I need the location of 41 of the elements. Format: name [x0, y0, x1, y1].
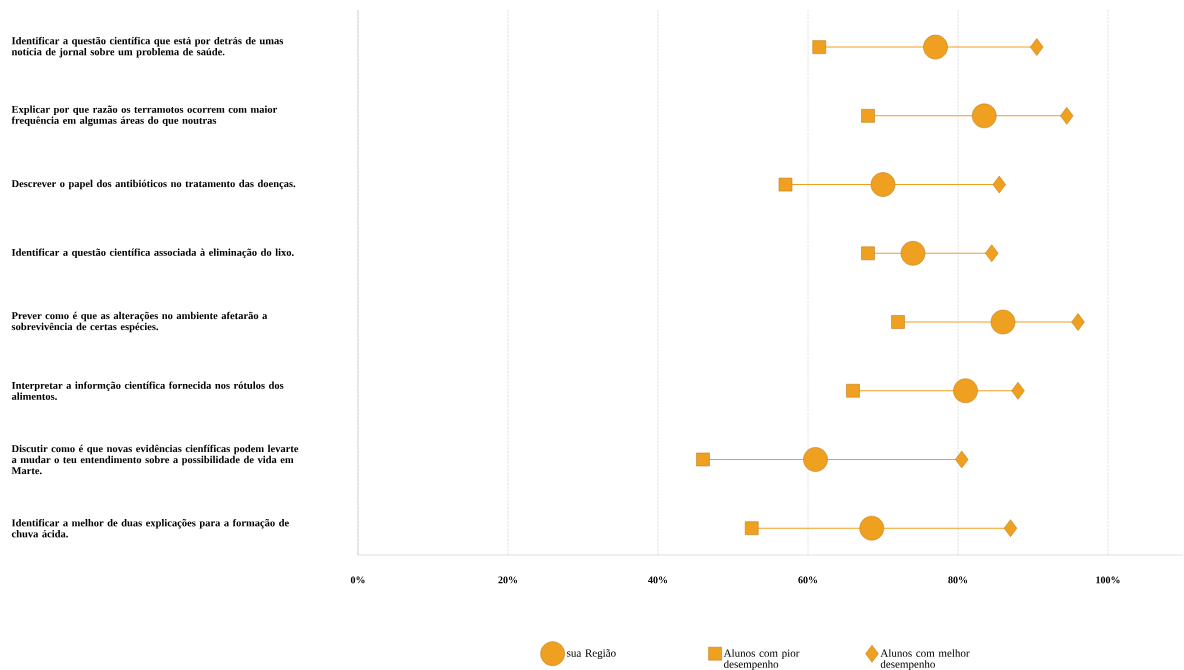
point	[859, 515, 885, 541]
point	[900, 240, 926, 266]
x-tick-label: 40%	[648, 576, 668, 584]
point	[990, 309, 1016, 335]
legend-label: sua Região	[567, 649, 616, 660]
point	[985, 244, 999, 263]
point	[923, 34, 948, 60]
y-tick-label: Descrever o papel dos antibióticos no tratamento das doenças.	[11, 179, 296, 190]
point	[1003, 519, 1018, 538]
point	[955, 450, 969, 469]
y-tick-label: Identificar a melhor de duas explicações para a formação de chuva ácida.	[11, 518, 289, 538]
point	[971, 103, 997, 129]
y-tick-label: Identificar a questão científica que está por detrás de umas notícia de jornal sobre um problema de saúde.	[11, 36, 284, 58]
point	[1030, 38, 1044, 56]
x-tick-label: 80%	[948, 576, 968, 584]
point	[1011, 381, 1025, 400]
point	[696, 452, 710, 467]
y-tick-label: Identificar a questão científica associada à eliminação do lixo.	[11, 248, 294, 259]
x-tick-label: 20%	[498, 576, 518, 584]
x-tick-label: 100%	[1096, 576, 1120, 584]
y-tick-label: Prever como é que as alterações no ambiente afetarão a sobrevivência de certas espécies.	[11, 311, 268, 333]
point	[803, 447, 828, 472]
legend-label: Alunos com pior desempenho	[723, 649, 800, 670]
point	[891, 315, 905, 329]
point	[861, 246, 875, 261]
point	[861, 109, 875, 123]
y-tick-label: Interpretar a informção científica fornecida nos rótulos dos alimentos.	[11, 381, 284, 401]
legend-label: Alunos com melhor desempenho	[880, 649, 970, 670]
point	[1071, 313, 1085, 331]
point	[992, 175, 1006, 194]
x-tick-label: 60%	[798, 576, 818, 584]
y-tick-label: Explicar por que razão os terramotos ocorrem com maior frequência em algumas áreas do que noutras	[11, 105, 278, 127]
y-tick-label: Discutir como é que novas evidências cienfíficas podem levarte a mudar o teu entendimento sobre a possibilidade de vida em Marte.	[11, 444, 299, 475]
point	[778, 177, 793, 192]
point	[1060, 107, 1074, 125]
point	[953, 378, 978, 404]
x-tick-label: 0%	[350, 576, 365, 584]
point	[744, 521, 759, 536]
point	[846, 383, 860, 398]
point	[870, 172, 896, 197]
point	[812, 40, 827, 54]
